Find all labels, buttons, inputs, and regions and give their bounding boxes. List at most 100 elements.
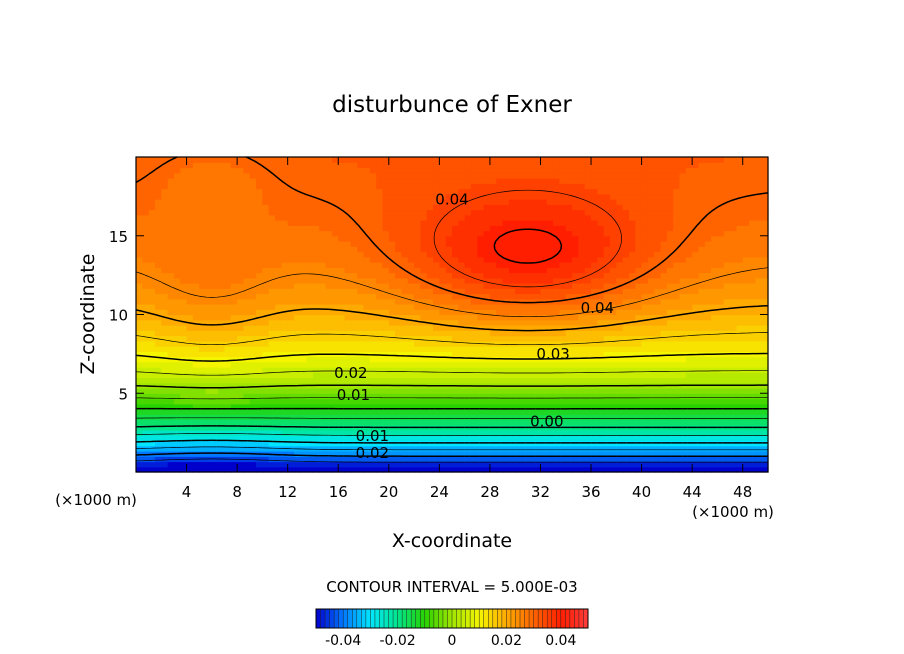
field-cell [331,393,339,400]
field-cell [692,335,700,342]
field-cell [477,293,485,300]
field-cell [230,351,238,358]
field-cell [173,403,181,410]
field-cell [458,393,466,400]
field-cell [237,288,245,295]
field-cell [534,445,542,452]
field-cell [597,377,605,384]
field-cell [483,235,491,242]
field-cell [470,235,478,242]
field-cell [275,283,282,289]
field-cell [496,456,504,463]
field-cell [641,314,649,321]
field-cell [445,293,453,300]
field-cell [540,330,548,337]
field-cell [161,246,169,253]
field-cell [224,440,232,447]
field-cell [660,409,668,415]
field-cell [300,414,308,421]
field-cell [426,262,434,268]
field-cell [439,298,447,305]
field-cell [275,267,282,274]
field-cell [749,367,756,373]
field-cell [660,293,668,300]
field-cell [742,403,750,410]
field-cell [483,466,491,473]
field-cell [154,272,162,279]
field-cell [502,403,510,410]
field-cell [584,351,592,358]
field-cell [192,256,200,263]
field-cell [230,382,238,389]
field-cell [243,419,251,426]
field-cell [628,466,636,473]
field-cell [723,235,731,242]
field-cell [338,283,346,289]
field-cell [591,298,598,305]
field-cell [534,409,542,415]
field-cell [654,419,662,426]
field-cell [325,325,333,331]
field-cell [388,304,396,310]
field-cell [243,430,251,436]
field-cell [154,283,162,289]
field-cell [591,461,598,468]
field-cell [641,466,649,473]
field-cell [496,277,504,284]
field-cell [338,319,346,326]
field-cell [256,251,263,258]
field-cell [565,277,573,284]
field-cell [458,403,466,410]
field-cell [369,346,377,352]
field-cell [679,466,687,473]
field-cell [641,225,649,232]
field-cell [199,304,207,310]
field-cell [433,456,440,463]
field-cell [489,293,497,300]
field-cell [685,335,693,342]
field-cell [294,466,301,473]
field-cell [249,235,257,242]
field-cell [167,214,175,221]
field-cell [357,466,365,473]
field-cell [173,272,181,279]
field-cell [723,409,731,415]
field-cell [382,330,390,337]
field-cell [534,330,542,337]
field-cell [388,272,396,279]
field-cell [205,314,213,321]
field-cell [186,430,194,436]
field-cell [167,330,175,337]
field-cell [597,235,605,242]
field-cell [180,272,188,279]
field-cell [376,272,384,279]
field-cell [654,451,662,457]
field-cell [711,262,719,268]
field-cell [382,293,390,300]
field-cell [534,456,542,463]
field-cell [685,409,693,415]
field-cell [736,325,744,331]
field-cell [388,435,396,442]
field-cell [350,361,358,368]
field-cell [515,293,523,300]
field-cell [395,309,403,316]
field-cell [287,435,295,442]
field-cell [616,277,624,284]
field-cell [268,340,276,347]
field-cell [350,319,358,326]
field-cell [546,340,554,347]
field-cell [395,298,403,305]
field-cell [331,419,339,426]
field-cell [527,435,535,442]
field-cell [458,325,466,331]
field-cell [470,403,478,410]
field-cell [142,361,150,368]
field-cell [401,309,409,316]
field-cell [496,214,504,221]
field-cell [742,262,750,268]
field-cell [414,235,421,242]
field-cell [199,340,207,347]
field-cell [382,325,390,331]
field-cell [357,304,365,310]
